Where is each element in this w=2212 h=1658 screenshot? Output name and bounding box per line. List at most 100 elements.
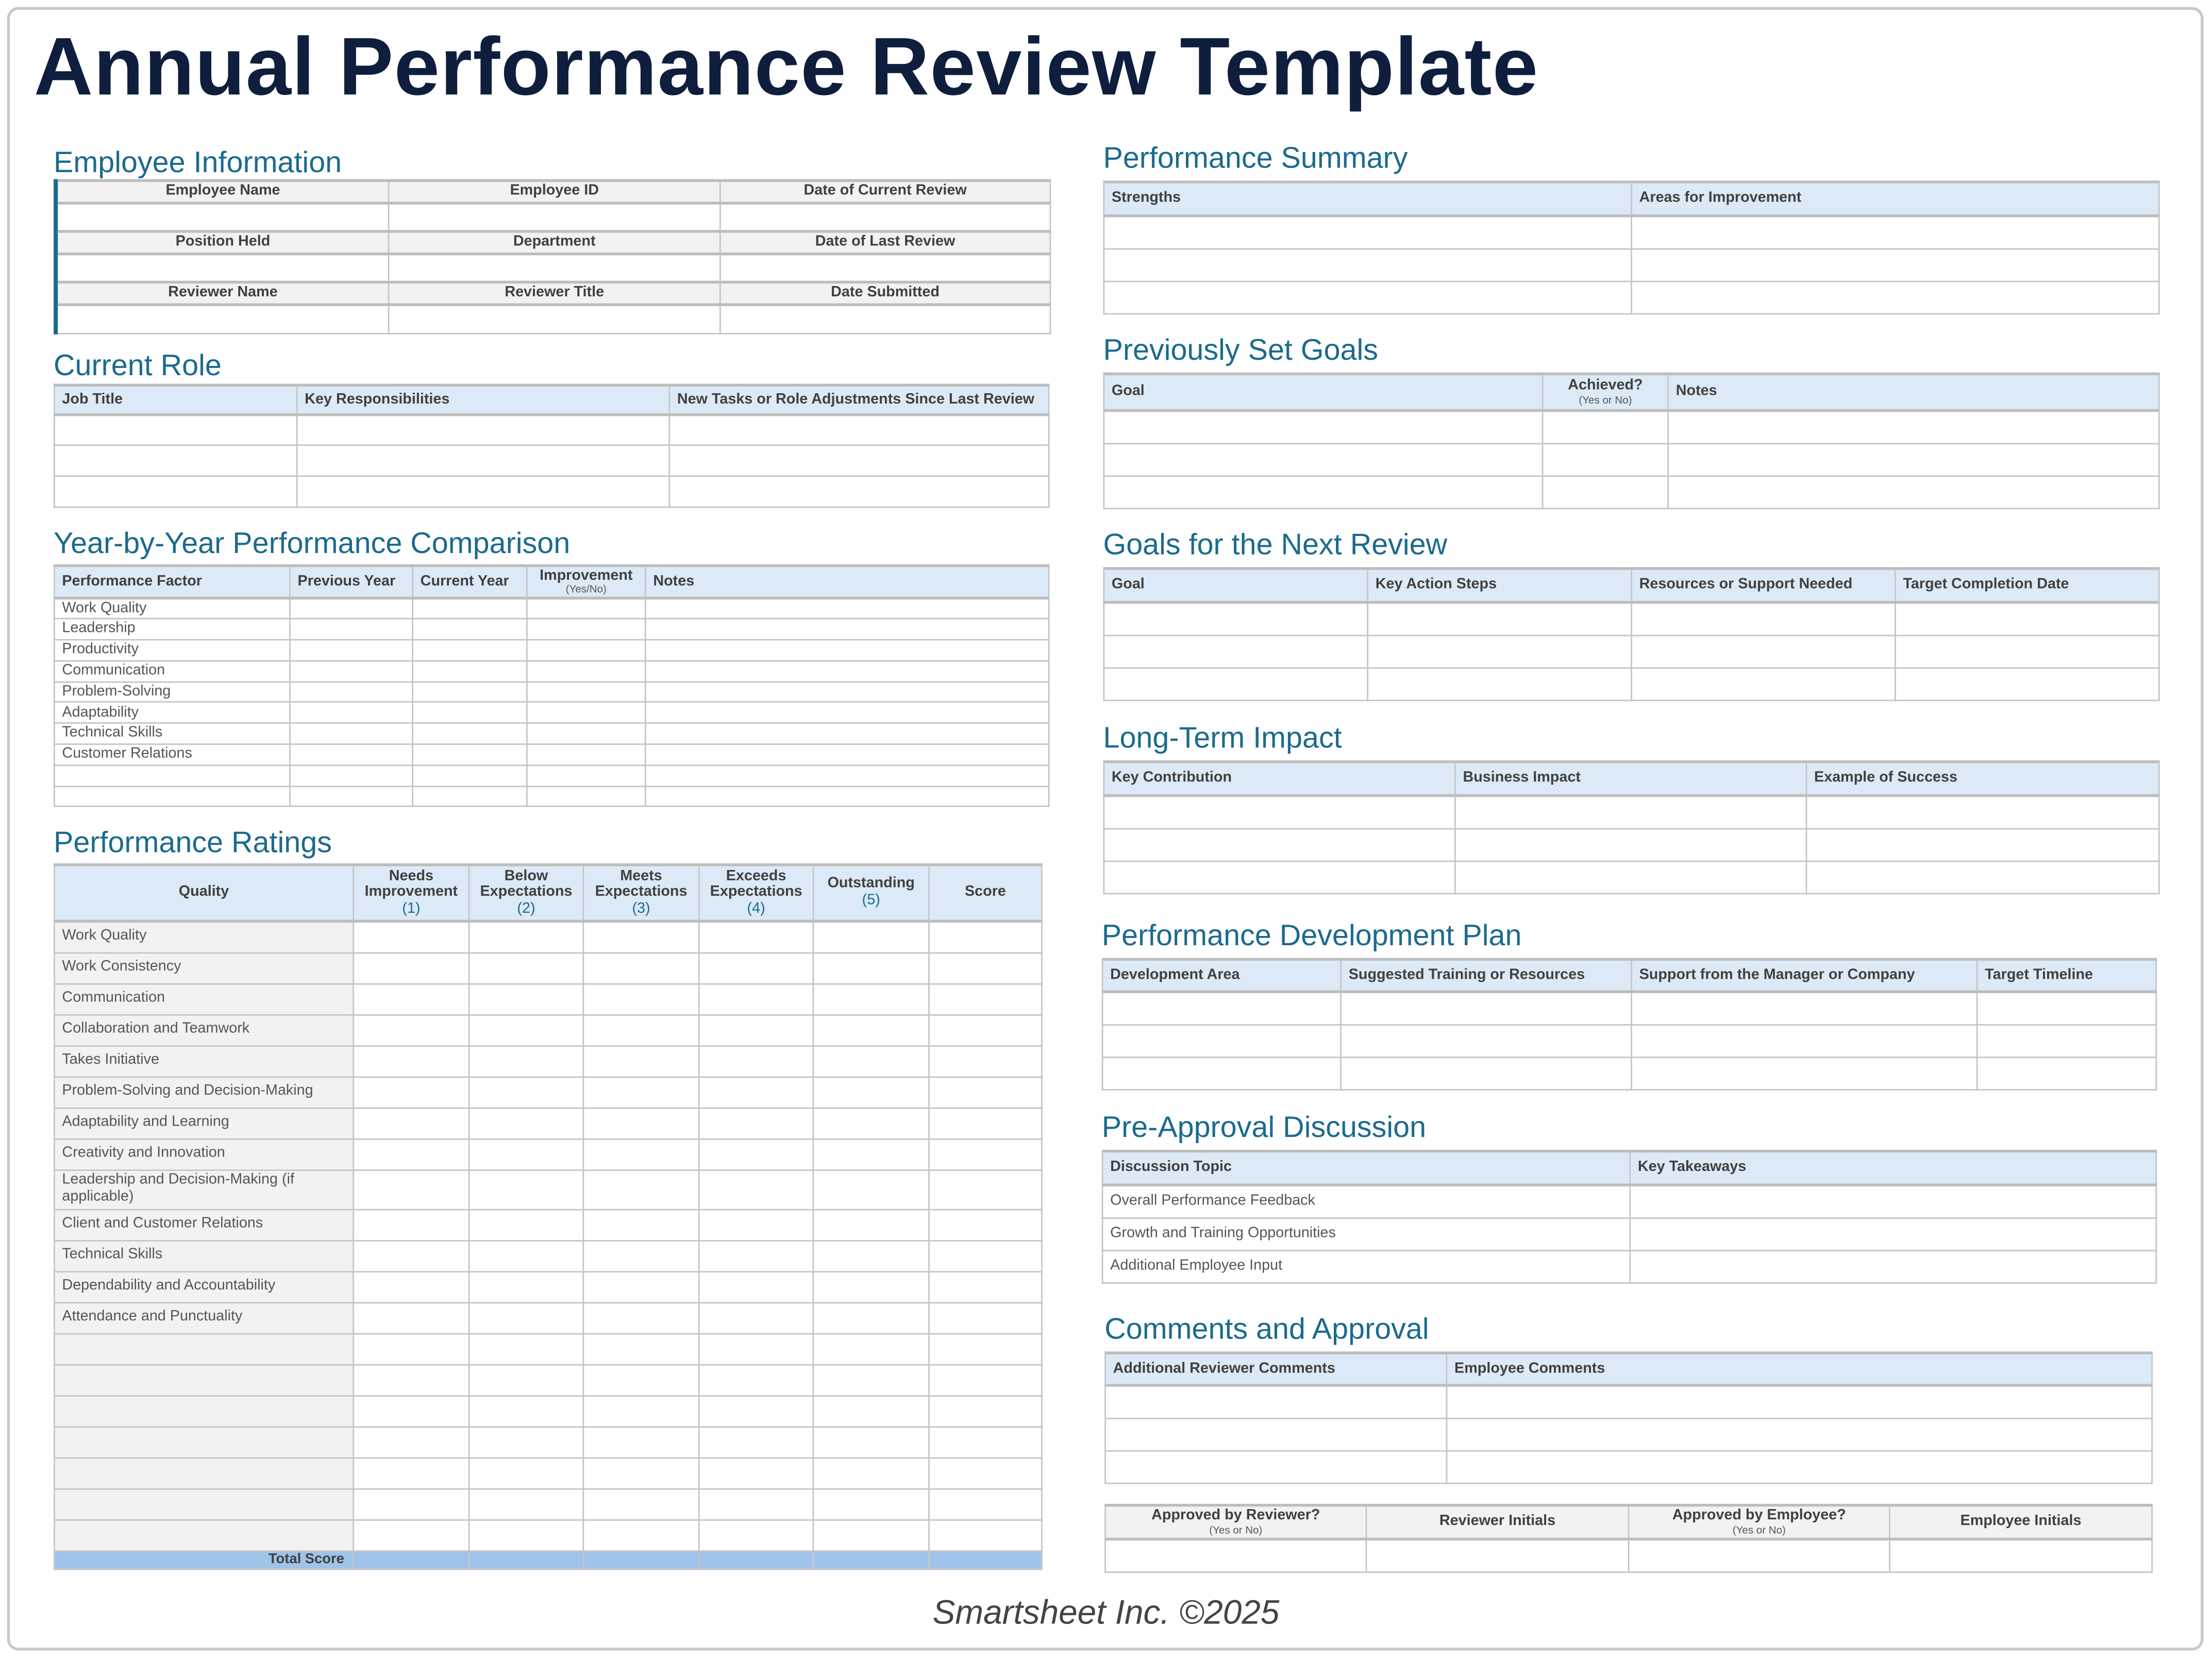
input-cell[interactable] <box>353 1208 470 1241</box>
input-cell[interactable] <box>812 1518 930 1551</box>
input-cell[interactable] <box>582 1270 700 1303</box>
input-cell[interactable] <box>812 982 930 1015</box>
input-cell[interactable] <box>468 1044 584 1077</box>
input-cell[interactable] <box>582 982 700 1015</box>
input-cell[interactable] <box>582 920 700 953</box>
input-cell[interactable] <box>928 1168 1043 1210</box>
input-cell[interactable] <box>582 1239 700 1272</box>
input-cell[interactable] <box>468 1332 584 1365</box>
input-cell[interactable] <box>1631 601 1896 636</box>
input-cell[interactable] <box>1631 247 2160 282</box>
input-cell[interactable] <box>644 618 1050 641</box>
input-cell[interactable] <box>928 1518 1043 1551</box>
input-cell[interactable] <box>1895 666 2160 701</box>
input-cell[interactable] <box>582 1456 700 1489</box>
input-cell[interactable] <box>582 1332 700 1365</box>
input-cell[interactable] <box>353 951 470 984</box>
input-cell[interactable] <box>54 304 390 334</box>
input-cell[interactable] <box>812 1044 930 1077</box>
input-cell[interactable] <box>353 1137 470 1170</box>
input-cell[interactable] <box>468 1425 584 1458</box>
input-cell[interactable] <box>928 1301 1043 1334</box>
input-cell[interactable] <box>1103 280 1632 314</box>
input-cell[interactable] <box>644 639 1050 662</box>
input-cell[interactable] <box>353 1239 470 1272</box>
input-cell[interactable] <box>1340 1056 1632 1090</box>
input-cell[interactable] <box>468 1456 584 1489</box>
input-cell[interactable] <box>1667 410 2160 444</box>
input-cell[interactable] <box>412 660 528 682</box>
input-cell[interactable] <box>1446 1417 2153 1451</box>
input-cell[interactable] <box>1889 1538 2153 1572</box>
input-cell[interactable] <box>1103 442 1544 476</box>
input-cell[interactable] <box>289 785 413 808</box>
input-cell[interactable] <box>353 982 470 1015</box>
input-cell[interactable] <box>812 1332 930 1365</box>
input-cell[interactable] <box>1104 1384 1448 1419</box>
input-cell[interactable] <box>468 1168 584 1210</box>
input-cell[interactable] <box>1541 410 1669 444</box>
input-cell[interactable] <box>468 1518 584 1551</box>
input-cell[interactable] <box>928 1456 1043 1489</box>
input-cell[interactable] <box>1541 442 1669 476</box>
input-cell[interactable] <box>412 597 528 620</box>
input-cell[interactable] <box>644 597 1050 620</box>
input-cell[interactable] <box>353 1270 470 1303</box>
input-cell[interactable] <box>719 202 1051 232</box>
input-cell[interactable] <box>353 1013 470 1046</box>
input-cell[interactable] <box>928 1239 1043 1272</box>
input-cell[interactable] <box>468 1107 584 1140</box>
input-cell[interactable] <box>353 1332 470 1365</box>
input-cell[interactable] <box>812 920 930 953</box>
input-cell[interactable] <box>412 618 528 641</box>
input-cell[interactable] <box>353 1394 470 1427</box>
input-cell[interactable] <box>698 982 814 1015</box>
input-cell[interactable] <box>54 253 390 283</box>
input-cell[interactable] <box>1340 991 1632 1025</box>
input-cell[interactable] <box>468 1363 584 1396</box>
input-cell[interactable] <box>928 1208 1043 1241</box>
input-cell[interactable] <box>812 1239 930 1272</box>
input-cell[interactable] <box>289 701 413 724</box>
input-cell[interactable] <box>1101 991 1342 1025</box>
input-cell[interactable] <box>289 597 413 620</box>
input-cell[interactable] <box>54 202 390 232</box>
input-cell[interactable] <box>812 1168 930 1210</box>
input-cell[interactable] <box>928 1363 1043 1396</box>
input-cell[interactable] <box>468 982 584 1015</box>
input-cell[interactable] <box>698 1487 814 1520</box>
input-cell[interactable] <box>644 701 1050 724</box>
input-cell[interactable] <box>812 951 930 984</box>
input-cell[interactable] <box>1454 860 1807 894</box>
input-cell[interactable] <box>1103 247 1632 282</box>
input-cell[interactable] <box>928 982 1043 1015</box>
input-cell[interactable] <box>812 1208 930 1241</box>
input-cell[interactable] <box>698 1363 814 1396</box>
input-cell[interactable] <box>812 1456 930 1489</box>
input-cell[interactable] <box>812 1270 930 1303</box>
input-cell[interactable] <box>289 681 413 704</box>
input-cell[interactable] <box>1629 1184 2157 1219</box>
input-cell[interactable] <box>1103 475 1544 509</box>
input-cell[interactable] <box>468 920 584 953</box>
input-cell[interactable] <box>582 1107 700 1140</box>
input-cell[interactable] <box>1104 1449 1448 1484</box>
input-cell[interactable] <box>582 1394 700 1427</box>
input-cell[interactable] <box>644 743 1050 766</box>
input-cell[interactable] <box>526 764 646 787</box>
input-cell[interactable] <box>812 1487 930 1520</box>
input-cell[interactable] <box>468 1394 584 1427</box>
input-cell[interactable] <box>353 1107 470 1140</box>
input-cell[interactable] <box>468 1137 584 1170</box>
input-cell[interactable] <box>54 475 298 508</box>
input-cell[interactable] <box>468 1239 584 1272</box>
input-cell[interactable] <box>582 1013 700 1046</box>
input-cell[interactable] <box>698 1107 814 1140</box>
input-cell[interactable] <box>698 1044 814 1077</box>
total-score-cell[interactable] <box>928 1549 1043 1570</box>
input-cell[interactable] <box>1103 827 1456 862</box>
input-cell[interactable] <box>412 743 528 766</box>
input-cell[interactable] <box>1340 1023 1632 1058</box>
input-cell[interactable] <box>296 444 671 477</box>
input-cell[interactable] <box>928 1044 1043 1077</box>
